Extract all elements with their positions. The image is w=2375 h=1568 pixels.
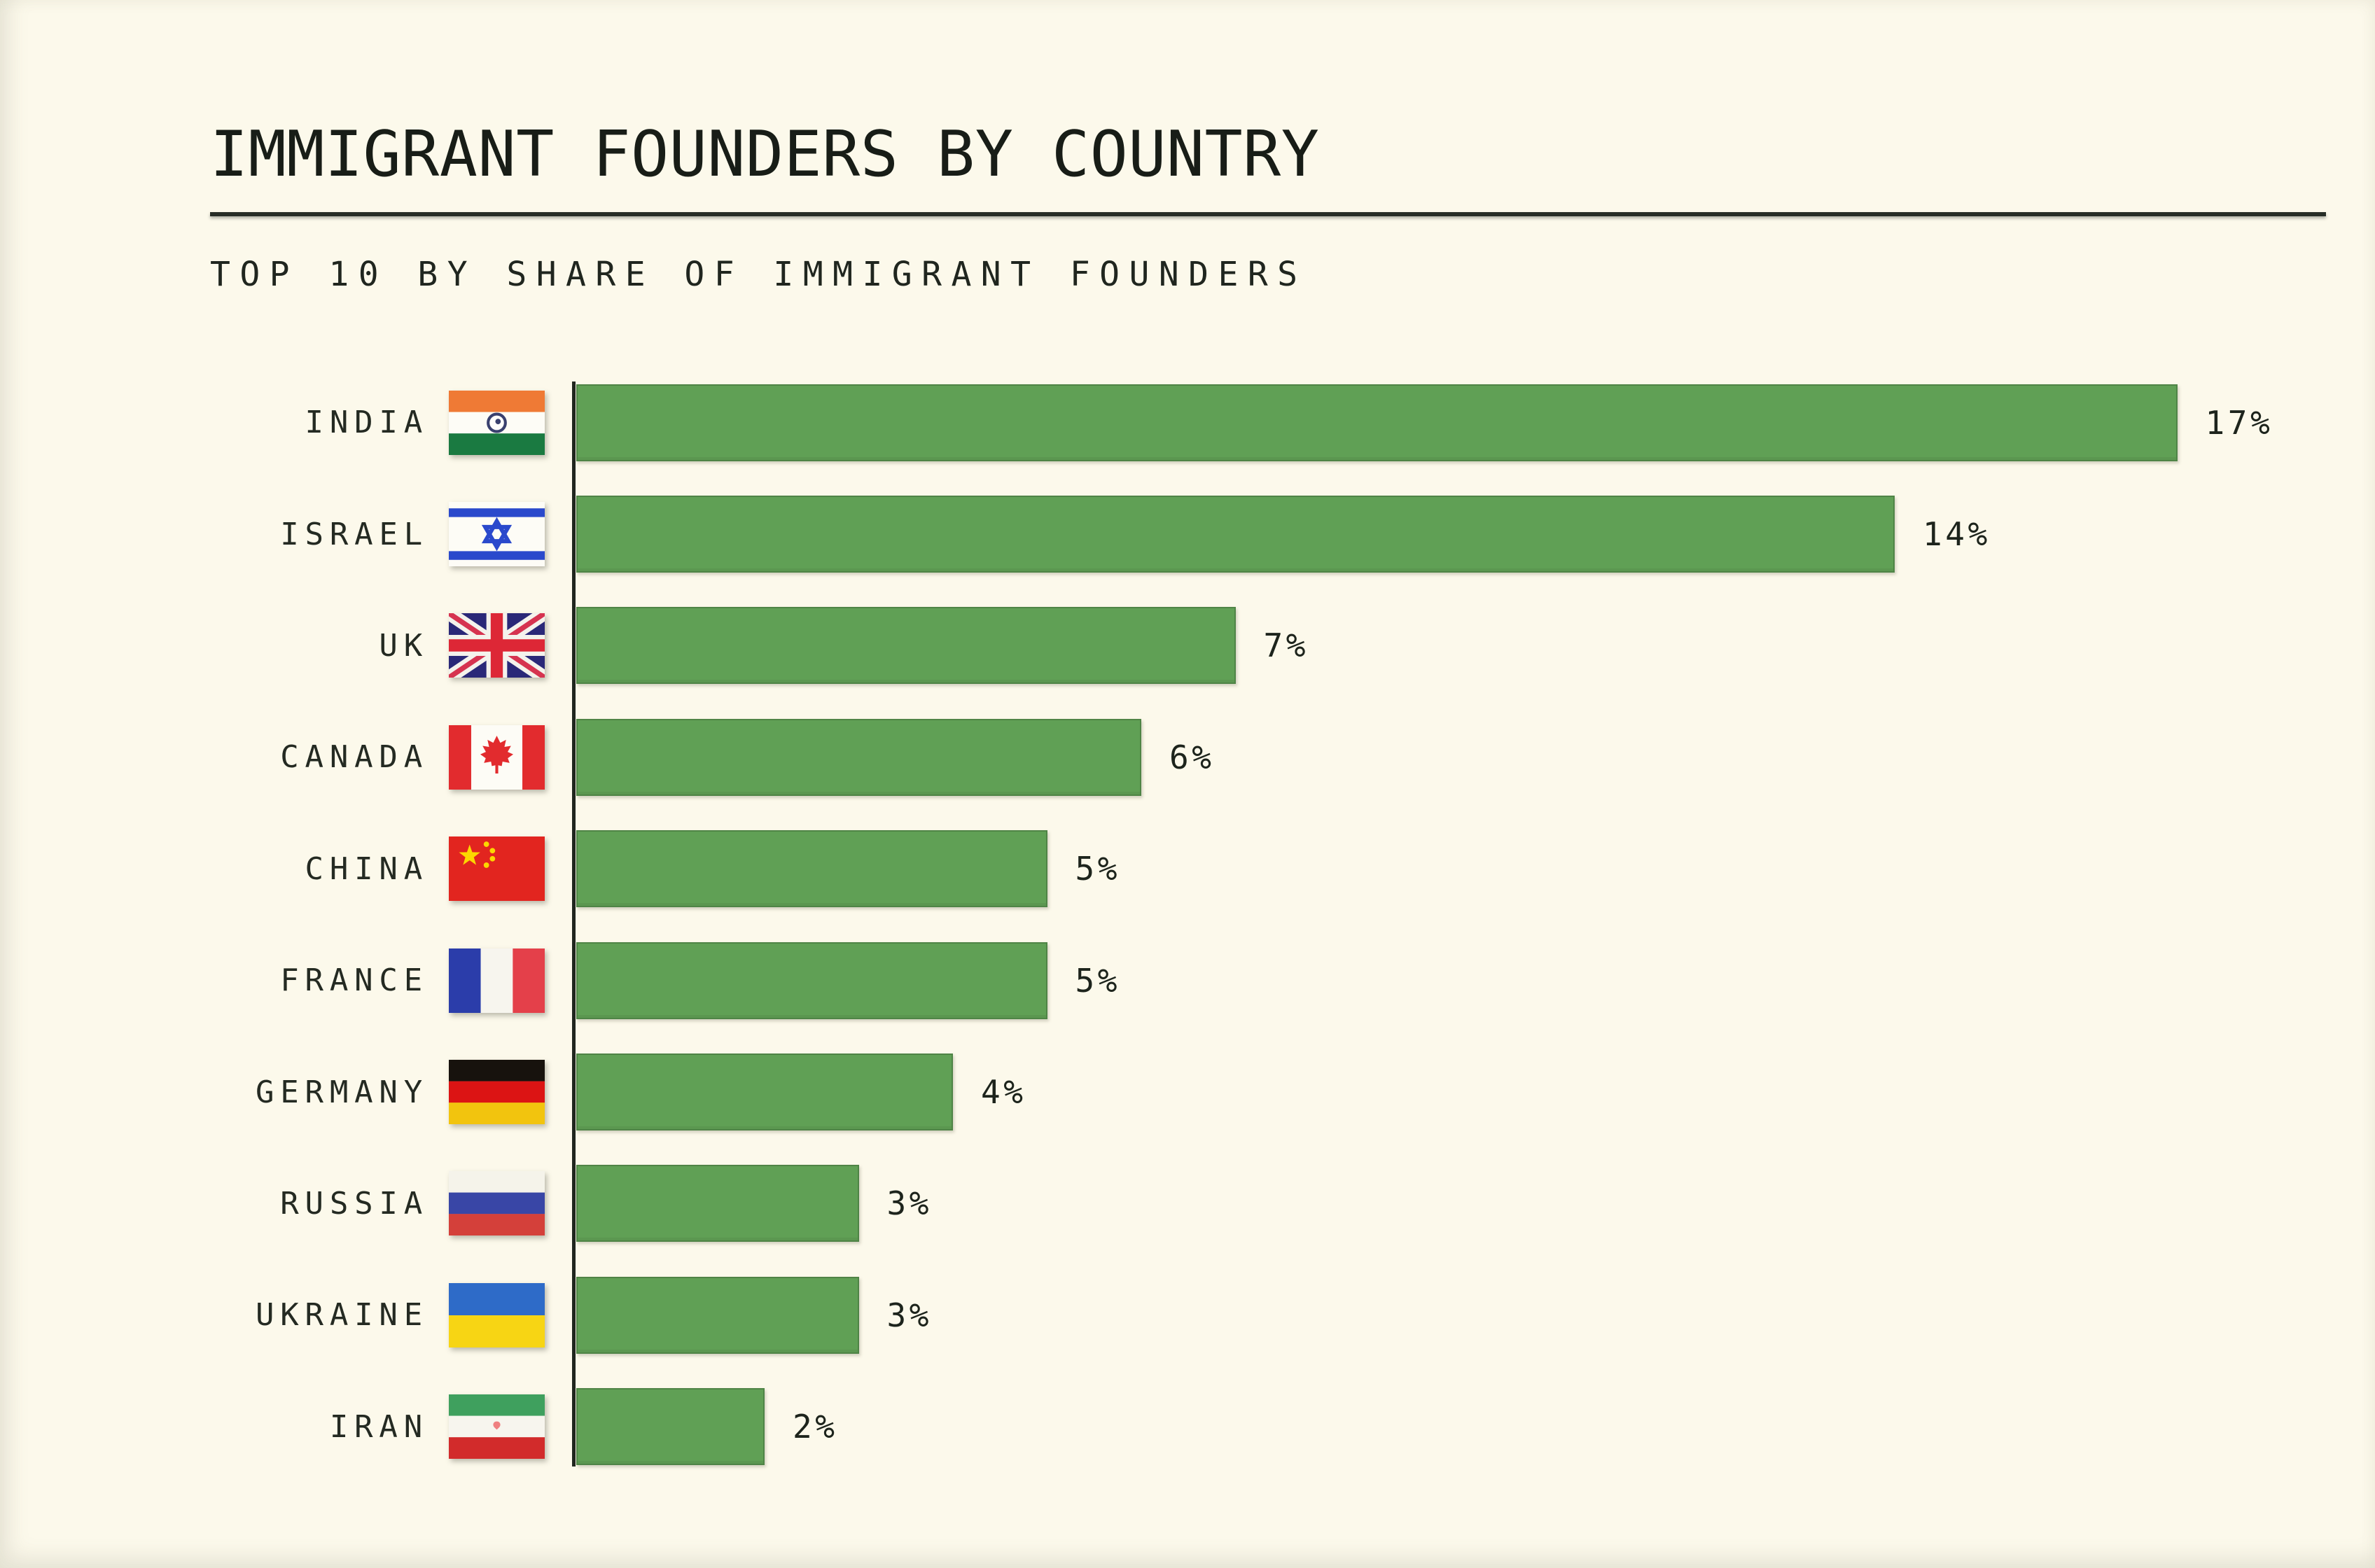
bar-israel (576, 496, 1895, 573)
flag-iran-icon (449, 1394, 545, 1460)
bar-area-iran: 2% (545, 1388, 2375, 1466)
bar-area-israel: 14% (545, 496, 2375, 573)
chart-row-germany: GERMANY 4% (210, 1036, 2375, 1147)
country-label-iran: IRAN (329, 1408, 429, 1445)
value-label-france: 5% (1075, 961, 1121, 1000)
chart-row-canada: CANADA 6% (210, 701, 2375, 813)
flag-russia-icon (449, 1171, 545, 1236)
bar-chart: INDIA 17% ISRAEL 14% UK 7% CANADA 6% CHINA 5% FRAN… (210, 367, 2375, 1483)
value-label-ukraine: 3% (886, 1296, 933, 1334)
value-label-india: 17% (2205, 403, 2273, 442)
bar-area-china: 5% (545, 830, 2375, 908)
country-label-ukraine: UKRAINE (255, 1297, 429, 1334)
page-subtitle: TOP 10 BY SHARE OF IMMIGRANT FOUNDERS (210, 255, 1307, 294)
bar-france (576, 941, 1047, 1019)
flag-france-icon (449, 948, 545, 1013)
bar-germany (576, 1054, 953, 1131)
page-title: IMMIGRANT FOUNDERS BY COUNTRY (210, 118, 1320, 191)
bar-india (576, 384, 2178, 461)
value-label-germany: 4% (981, 1073, 1026, 1112)
value-label-canada: 6% (1169, 738, 1215, 776)
country-label-russia: RUSSIA (280, 1185, 429, 1222)
flag-india-icon (449, 390, 545, 455)
bar-uk (576, 607, 1236, 685)
value-label-israel: 14% (1923, 515, 1991, 554)
chart-row-israel: ISRAEL 14% (210, 478, 2375, 589)
chart-row-india: INDIA 17% (210, 367, 2375, 478)
bar-russia (576, 1165, 859, 1242)
chart-row-uk: UK 7% (210, 590, 2375, 701)
country-label-china: CHINA (305, 850, 429, 887)
bar-area-france: 5% (545, 941, 2375, 1019)
y-axis-line (572, 382, 576, 1466)
bar-area-germany: 4% (545, 1054, 2375, 1131)
country-label-germany: GERMANY (255, 1074, 429, 1110)
flag-ukraine-icon (449, 1282, 545, 1348)
flag-uk-icon (449, 613, 545, 678)
value-label-china: 5% (1075, 850, 1121, 888)
chart-row-ukraine: UKRAINE 3% (210, 1259, 2375, 1371)
bar-area-uk: 7% (545, 607, 2375, 685)
bar-area-canada: 6% (545, 718, 2375, 796)
country-label-uk: UK (379, 627, 429, 664)
chart-row-china: CHINA 5% (210, 813, 2375, 925)
bar-china (576, 830, 1047, 908)
flag-china-icon (449, 836, 545, 902)
title-underline (210, 212, 2326, 216)
bar-area-russia: 3% (545, 1165, 2375, 1242)
value-label-russia: 3% (886, 1184, 933, 1223)
chart-rows: INDIA 17% ISRAEL 14% UK 7% CANADA 6% CHINA 5% FRAN… (210, 367, 2375, 1483)
bar-area-ukraine: 3% (545, 1276, 2375, 1354)
value-label-uk: 7% (1263, 626, 1309, 665)
value-label-iran: 2% (793, 1408, 838, 1446)
bar-ukraine (576, 1276, 859, 1354)
flag-israel-icon (449, 502, 545, 567)
country-label-india: INDIA (305, 405, 429, 441)
bar-area-india: 17% (545, 384, 2375, 461)
chart-row-france: FRANCE 5% (210, 925, 2375, 1036)
chart-row-iran: IRAN 2% (210, 1371, 2375, 1483)
bar-iran (576, 1388, 765, 1466)
bar-canada (576, 718, 1141, 796)
chart-row-russia: RUSSIA 3% (210, 1148, 2375, 1259)
country-label-israel: ISRAEL (280, 516, 429, 552)
country-label-canada: CANADA (280, 739, 429, 776)
flag-germany-icon (449, 1060, 545, 1125)
flag-canada-icon (449, 724, 545, 790)
country-label-france: FRANCE (280, 962, 429, 999)
